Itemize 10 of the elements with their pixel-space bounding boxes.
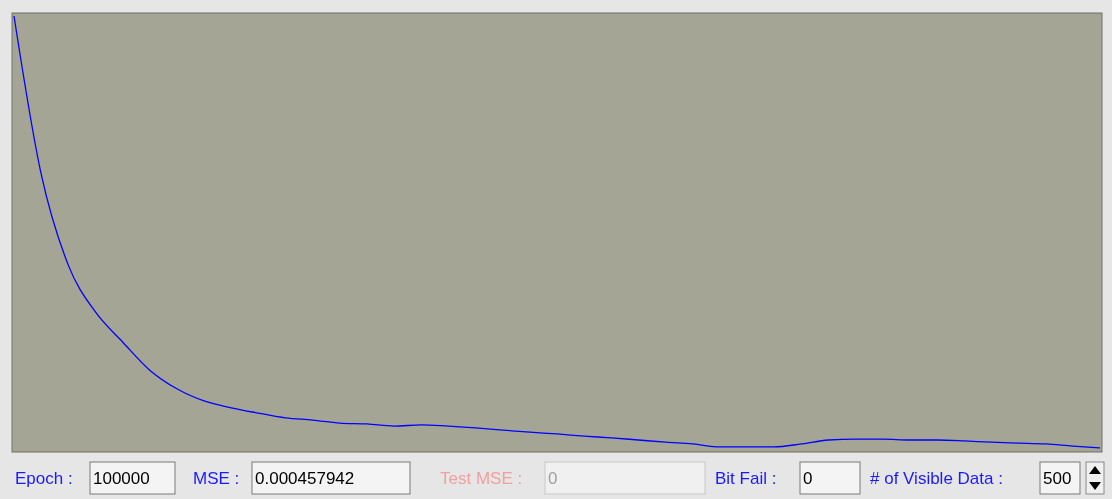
text: 500 bbox=[1043, 469, 1072, 488]
text: Test MSE : bbox=[440, 469, 523, 488]
text: # of Visible Data : bbox=[870, 469, 1003, 488]
text: 0.000457942 bbox=[255, 469, 355, 488]
text: 0 bbox=[548, 469, 558, 488]
text: 0 bbox=[803, 469, 813, 488]
text: MSE : bbox=[193, 469, 240, 488]
text: Bit Fail : bbox=[715, 469, 777, 488]
text: 100000 bbox=[93, 469, 150, 488]
text: Epoch : bbox=[15, 469, 73, 488]
